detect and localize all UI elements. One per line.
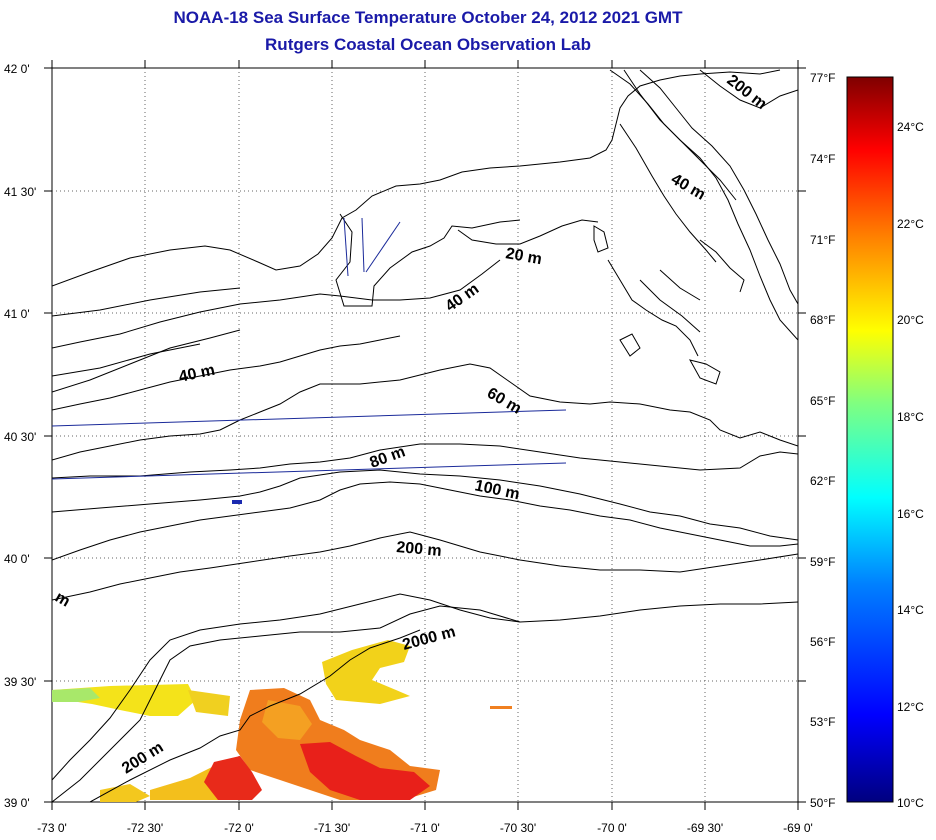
lon-label: -69 0' [783,821,813,835]
f-label: 74°F [810,152,835,166]
lat-label: 41 30' [4,185,36,199]
label-20m: 20 m [504,245,543,268]
c-label: 12°C [897,700,924,714]
track-lines [52,217,567,480]
lon-label: -69 30' [687,821,723,835]
lon-label: -71 30' [314,821,350,835]
f-label: 71°F [810,233,835,247]
colorbar-celsius-labels: 24°C 22°C 20°C 18°C 16°C 14°C 12°C 10°C [897,120,924,810]
lat-label: 39 0' [4,796,30,810]
f-label: 68°F [810,313,835,327]
coastline [52,69,781,385]
longitude-labels: -73 0' -72 30' -72 0' -71 30' -71 0' -70… [37,821,813,835]
c-label: 22°C [897,217,924,231]
f-label: 65°F [810,394,835,408]
f-label: 56°F [810,635,835,649]
map-frame [51,67,799,803]
map-title: NOAA-18 Sea Surface Temperature October … [173,8,683,27]
f-label: 77°F [810,71,835,85]
c-label: 10°C [897,796,924,810]
colorbar [846,76,894,803]
lon-label: -70 0' [597,821,627,835]
map-subtitle: Rutgers Coastal Ocean Observation Lab [265,35,591,54]
c-label: 20°C [897,313,924,327]
sst-data-patches [52,500,512,802]
c-label: 14°C [897,603,924,617]
lon-label: -72 30' [127,821,163,835]
f-label: 59°F [810,555,835,569]
lat-label: 41 0' [4,307,30,321]
c-label: 24°C [897,120,924,134]
lon-label: -72 0' [224,821,254,835]
latitude-labels: 42 0' 41 30' 41 0' 40 30' 40 0' 39 30' 3… [4,62,36,810]
f-label: 62°F [810,474,835,488]
lon-label: -70 30' [500,821,536,835]
lat-label: 42 0' [4,62,30,76]
lon-label: -71 0' [410,821,440,835]
f-label: 50°F [810,796,835,810]
lon-label: -73 0' [37,821,67,835]
label-200m-a: 200 m [396,539,443,560]
lat-label: 40 0' [4,552,30,566]
f-label: 53°F [810,715,835,729]
lat-label: 40 30' [4,430,36,444]
axis-ticks [44,60,806,810]
c-label: 16°C [897,507,924,521]
c-label: 18°C [897,410,924,424]
colorbar-fahrenheit-labels: 77°F 74°F 71°F 68°F 65°F 62°F 59°F 56°F … [810,71,835,810]
isobaths [52,69,798,802]
lat-label: 39 30' [4,675,36,689]
